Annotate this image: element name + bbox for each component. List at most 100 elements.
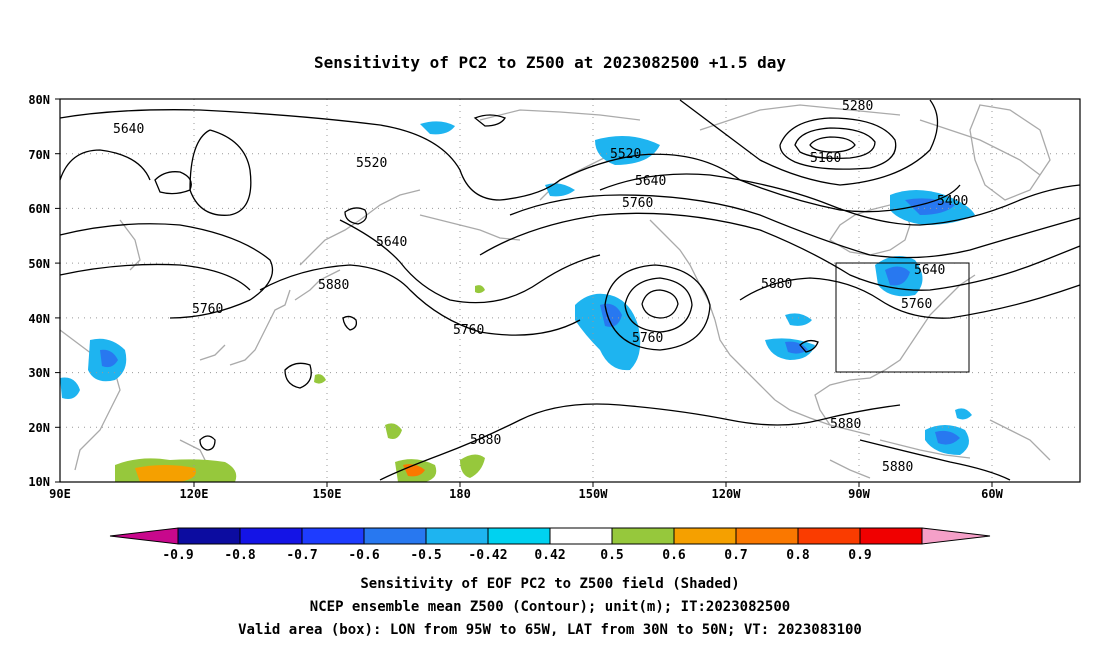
contour-5760-canada [479, 212, 1081, 291]
contour-5880-west [59, 263, 251, 291]
colorbar-tick-label: -0.42 [468, 548, 507, 563]
lat-tick-label: 80N [28, 93, 50, 107]
valid-area-box [835, 262, 970, 373]
colorbar: -0.9 -0.8 -0.7 -0.6 -0.5 -0.42 0.42 0.5 0.6 0.7 0.… [109, 527, 991, 563]
contour-5880-pac [259, 264, 581, 336]
contour-label: 5880 [761, 277, 792, 292]
lon-tick-label: 90W [848, 487, 870, 501]
contour-label: 5880 [470, 433, 501, 448]
colorbar-swatch [239, 527, 303, 545]
contour-low-ring-mid [624, 277, 693, 333]
lon-tick-label: 180 [449, 487, 471, 501]
contour-5760-pac [339, 219, 601, 304]
contour-label: 5160 [810, 151, 841, 166]
shade-blob-swmex [785, 313, 812, 326]
contour-low-ring-outer [604, 264, 711, 351]
contour-5520-a [189, 129, 252, 216]
colorbar-swatch [487, 527, 551, 545]
colorbar-swatch [735, 527, 799, 545]
contour-low-ring-inner [641, 289, 679, 319]
map-title: Sensitivity of PC2 to Z500 at 2023082500… [314, 53, 786, 72]
lon-tick-label: 150E [313, 487, 342, 501]
lat-tick-label: 30N [28, 366, 50, 380]
colorbar-swatch [549, 527, 613, 545]
contour-small-d [284, 362, 312, 389]
contour-label: 5520 [610, 147, 641, 162]
z500-contours [59, 99, 1081, 481]
contour-5880-south [379, 403, 901, 481]
shade-blob-pos-dateline [460, 454, 485, 478]
contour-5880-south-b [859, 439, 1011, 481]
colorbar-tick-label: 0.5 [600, 548, 623, 563]
lon-tick-label: 90E [49, 487, 71, 501]
contour-label-layer: 5640 5520 5640 5880 5760 5760 5520 5640 … [113, 99, 968, 475]
colorbar-swatch [363, 527, 427, 545]
shade-blob-northpac-b [595, 136, 660, 165]
contour-label: 5880 [830, 417, 861, 432]
footer-line-shaded: Sensitivity of EOF PC2 to Z500 field (Sh… [360, 576, 739, 592]
longitude-axis: 90E 120E 150E 180 150W 120W 90W 60W [49, 487, 1003, 501]
colorbar-tick-label: 0.6 [662, 548, 686, 563]
contour-5520-b [59, 149, 151, 181]
colorbar-swatch [797, 527, 861, 545]
contour-small-e [342, 315, 358, 331]
contour-northpole-line [679, 99, 939, 186]
contour-small-f [199, 435, 216, 451]
map-frame [59, 98, 1081, 483]
colorbar-swatch [673, 527, 737, 545]
colorbar-tick-label: -0.6 [348, 548, 379, 563]
shade-blob-gulf-core [785, 341, 808, 354]
lon-ticks [193, 482, 993, 487]
colorbar-swatch [301, 527, 365, 545]
shade-blob-pos-mid [385, 423, 402, 439]
contour-5160-ring [809, 136, 856, 153]
footer-caption: Sensitivity of EOF PC2 to Z500 field (Sh… [238, 576, 862, 638]
contour-small-c [473, 114, 506, 127]
contour-5880-us [739, 277, 1081, 319]
shade-blob-eastasia-core [100, 349, 118, 368]
colorbar-tick-label: 0.8 [786, 548, 810, 563]
colorbar-tick-label: 0.9 [848, 548, 871, 563]
lat-tick-label: 60N [28, 202, 50, 216]
contour-label: 5280 [842, 99, 873, 114]
shade-blob-caribbean-core [935, 430, 960, 445]
shade-blob-northpac-a [420, 121, 455, 135]
shade-blob-pos-small-b [475, 285, 485, 294]
contour-5520-canada [599, 173, 1081, 226]
colorbar-min-arrow [109, 527, 179, 545]
contour-5760-west [59, 223, 274, 319]
contour-label: 5640 [113, 122, 144, 137]
latitude-axis: 80N 70N 60N 50N 40N 30N 20N 10N [28, 93, 50, 489]
shade-blob-northpac-c [545, 183, 575, 197]
contour-label: 5880 [882, 460, 913, 475]
shade-blob-pac-lowcenter [575, 293, 641, 371]
lat-tick-label: 40N [28, 312, 50, 326]
map-gridlines [60, 99, 1080, 482]
shade-blob-bahamas [955, 408, 972, 420]
colorbar-tick-label: -0.7 [286, 548, 317, 563]
contour-label: 5760 [901, 297, 932, 312]
contour-5400-ring [779, 117, 897, 170]
contour-label: 5760 [453, 323, 484, 338]
lat-tick-label: 70N [28, 148, 50, 162]
shade-blob-canada-east-core [905, 198, 955, 215]
contour-small-a [154, 171, 192, 195]
colorbar-max-arrow [921, 527, 991, 545]
lat-ticks [55, 98, 60, 483]
contour-5280-ring [794, 127, 876, 160]
lat-tick-label: 10N [28, 475, 50, 489]
shade-blob-westpac [60, 377, 80, 399]
footer-line-contour: NCEP ensemble mean Z500 (Contour); unit(… [310, 599, 790, 615]
contour-label: 5640 [635, 174, 666, 189]
contour-small-b [344, 207, 368, 225]
lon-tick-label: 120E [180, 487, 209, 501]
contour-label: 5640 [914, 263, 945, 278]
contour-small-g [799, 339, 819, 353]
contour-label: 5760 [192, 302, 223, 317]
contour-label: 5640 [376, 235, 407, 250]
colorbar-tick-label: 0.42 [534, 548, 565, 563]
lat-tick-label: 20N [28, 421, 50, 435]
footer-line-valid-area: Valid area (box): LON from 95W to 65W, L… [238, 622, 862, 638]
map-panel [59, 98, 1081, 483]
colorbar-tick-label: -0.5 [410, 548, 441, 563]
